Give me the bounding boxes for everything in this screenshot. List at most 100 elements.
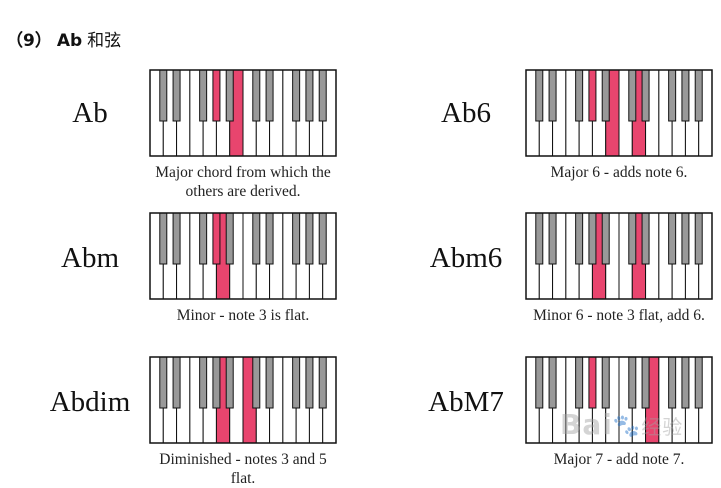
- black-key-highlighted: [212, 212, 221, 265]
- black-key: [628, 356, 637, 409]
- black-key: [668, 212, 677, 265]
- keyboard-diagram: [525, 356, 713, 444]
- chord-caption: Major chord from which the others are de…: [130, 163, 356, 201]
- black-key-highlighted: [588, 356, 597, 409]
- caption-line: Diminished - notes 3 and 5: [159, 451, 327, 468]
- black-key: [575, 356, 584, 409]
- keyboard-diagram: [149, 212, 337, 300]
- black-key-highlighted: [588, 69, 597, 122]
- black-key: [318, 356, 327, 409]
- chord-name: Ab: [72, 97, 108, 129]
- black-key: [199, 69, 208, 122]
- black-key: [548, 356, 557, 409]
- black-key: [305, 212, 314, 265]
- black-key: [159, 69, 168, 122]
- section-key: Ab: [56, 31, 83, 51]
- chord-caption: Minor - note 3 is flat.: [130, 306, 356, 325]
- watermark-brand: Bai: [560, 408, 613, 441]
- caption-line: Minor 6 - note 3 flat, add 6.: [533, 307, 705, 324]
- black-key: [252, 69, 261, 122]
- black-key: [694, 69, 703, 122]
- black-key: [601, 356, 610, 409]
- black-key: [305, 69, 314, 122]
- black-key: [548, 69, 557, 122]
- keyboard-frame: [525, 212, 713, 300]
- black-key: [575, 69, 584, 122]
- black-key: [588, 212, 597, 265]
- black-key: [681, 356, 690, 409]
- black-key: [265, 69, 274, 122]
- black-key: [172, 69, 181, 122]
- black-key: [535, 212, 544, 265]
- keyboard-diagram: [525, 69, 713, 157]
- chord-name: Ab6: [441, 97, 491, 129]
- black-key: [265, 356, 274, 409]
- caption-line: others are derived.: [185, 183, 301, 200]
- black-key: [252, 356, 261, 409]
- chord-name: Abdim: [49, 386, 131, 418]
- black-key-highlighted: [212, 69, 221, 122]
- chord-name: AbM7: [428, 386, 504, 418]
- black-key: [681, 69, 690, 122]
- keyboard-diagram: [149, 356, 337, 444]
- black-key: [252, 212, 261, 265]
- black-key: [641, 212, 650, 265]
- black-key: [292, 212, 301, 265]
- chord-caption: Diminished - notes 3 and 5 flat.: [130, 450, 356, 488]
- paw-icon: 🐾: [612, 413, 642, 439]
- black-key: [225, 212, 234, 265]
- chord-caption: Major 6 - adds note 6.: [506, 163, 721, 182]
- black-key: [601, 69, 610, 122]
- black-key: [575, 212, 584, 265]
- black-key: [225, 356, 234, 409]
- section-heading: （9） Ab 和弦: [6, 26, 121, 51]
- black-key: [318, 69, 327, 122]
- black-key: [548, 212, 557, 265]
- black-key: [265, 212, 274, 265]
- black-key: [694, 356, 703, 409]
- black-key: [172, 212, 181, 265]
- black-key: [535, 69, 544, 122]
- black-key: [628, 212, 637, 265]
- chord-caption: Minor 6 - note 3 flat, add 6.: [506, 306, 721, 325]
- black-key: [601, 212, 610, 265]
- caption-line: Minor - note 3 is flat.: [176, 307, 310, 324]
- caption-line: Major chord from which the: [155, 164, 331, 181]
- black-key: [641, 69, 650, 122]
- black-key: [159, 212, 168, 265]
- keyboard-frame: [525, 356, 713, 444]
- black-key: [199, 356, 208, 409]
- section-number: （9）: [6, 31, 52, 51]
- keyboard-frame: [149, 212, 337, 300]
- keyboard-frame: [525, 69, 713, 157]
- keyboard-frame: [149, 69, 337, 157]
- black-key: [225, 69, 234, 122]
- black-key: [641, 356, 650, 409]
- keyboard-diagram: [149, 69, 337, 157]
- black-key: [668, 69, 677, 122]
- caption-line: Major 6 - adds note 6.: [550, 164, 688, 181]
- black-key: [199, 212, 208, 265]
- black-key: [535, 356, 544, 409]
- black-key: [668, 356, 677, 409]
- black-key: [292, 69, 301, 122]
- black-key: [628, 69, 637, 122]
- keyboard-diagram: [525, 212, 713, 300]
- black-key: [305, 356, 314, 409]
- black-key: [159, 356, 168, 409]
- section-heading-rest: 和弦: [87, 31, 122, 51]
- chord-name: Abm: [61, 242, 119, 274]
- caption-line: flat.: [230, 470, 256, 487]
- chord-name: Abm6: [429, 242, 503, 274]
- caption-line: Major 7 - add note 7.: [553, 451, 685, 468]
- black-key: [292, 356, 301, 409]
- baidu-jingyan-watermark: Bai🐾经验: [560, 408, 683, 441]
- chord-caption: Major 7 - add note 7.: [506, 450, 721, 469]
- watermark-suffix: 经验: [641, 415, 684, 439]
- black-key: [172, 356, 181, 409]
- keyboard-frame: [149, 356, 337, 444]
- black-key: [694, 212, 703, 265]
- black-key: [318, 212, 327, 265]
- black-key: [681, 212, 690, 265]
- black-key: [212, 356, 221, 409]
